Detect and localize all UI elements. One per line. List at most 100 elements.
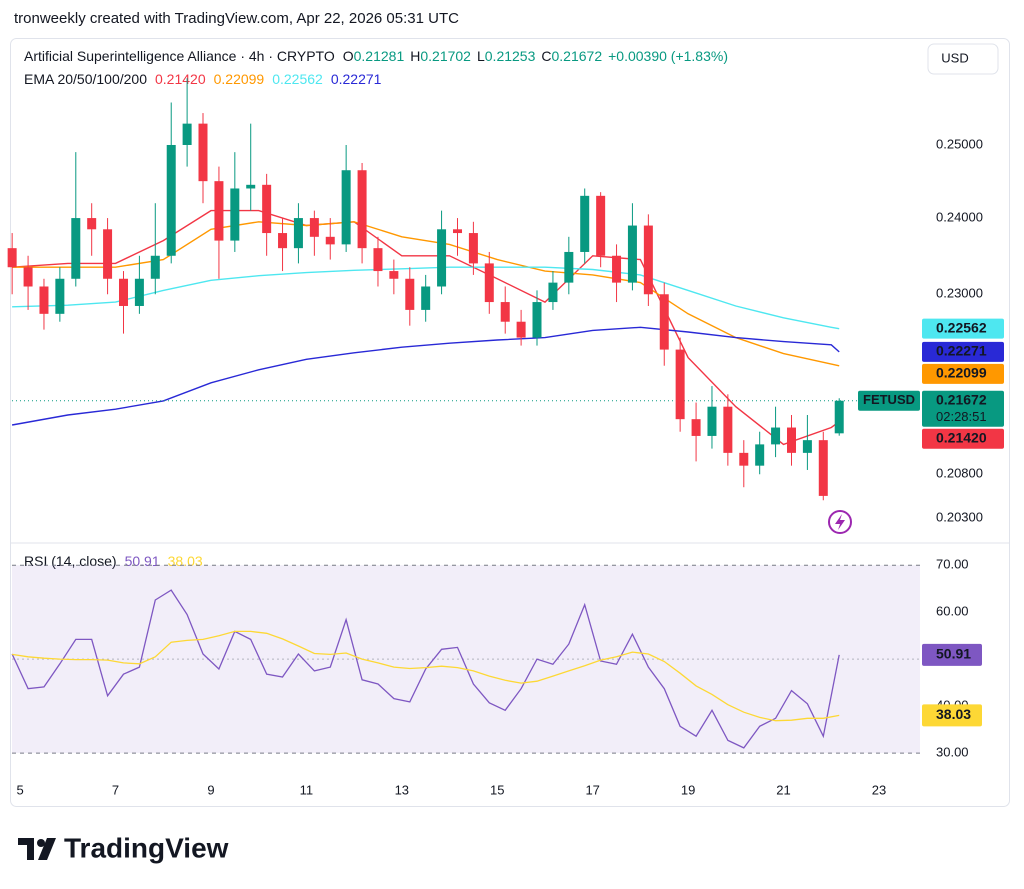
ema-price-label: 0.21420	[936, 429, 987, 445]
candle-body	[643, 225, 653, 295]
x-tick-label: 15	[490, 782, 504, 797]
countdown: 02:28:51	[936, 409, 987, 424]
ema-value: 0.22099	[214, 71, 265, 87]
ema-price-tag	[922, 318, 1004, 339]
last-price-label: 0.21672	[936, 391, 987, 407]
candle-body	[739, 452, 749, 466]
candle-body	[119, 278, 129, 306]
ohlc-value: 0.21702	[420, 48, 471, 64]
y-tick-label: 0.20800	[936, 466, 983, 481]
candle-body	[325, 236, 335, 245]
ema-price-label: 0.22562	[936, 319, 987, 335]
y-tick-label: 0.25000	[936, 136, 983, 151]
candle-body	[182, 123, 192, 145]
candle-body	[691, 419, 701, 436]
ohlc-key: C	[541, 48, 551, 64]
ema-price-label: 0.22271	[936, 343, 987, 359]
candle-body	[87, 218, 97, 230]
ema-value: 0.21420	[155, 71, 206, 87]
candle-body	[484, 263, 494, 303]
candle-body	[627, 225, 637, 283]
ema-line	[12, 266, 840, 330]
rsi-value-tag	[922, 643, 982, 666]
rsi-tick-label: 30.00	[936, 745, 969, 760]
alert-icon[interactable]	[828, 510, 852, 534]
x-tick-label: 9	[207, 782, 214, 797]
candle-body	[357, 170, 367, 249]
candle-body	[23, 267, 33, 287]
x-tick-label: 19	[681, 782, 695, 797]
candle-body	[230, 188, 240, 241]
rsi-tick-label: 60.00	[936, 604, 969, 619]
ema-title: EMA 20/50/100/200	[24, 71, 147, 87]
candle-body	[55, 278, 65, 314]
candle-body	[659, 294, 669, 350]
x-tick-label: 13	[395, 782, 409, 797]
candle-body	[39, 286, 49, 314]
candle-body	[71, 218, 81, 279]
symbol-title: Artificial Superintelligence Alliance · …	[24, 48, 335, 64]
rsi-line	[12, 630, 840, 722]
legend-line: Artificial Superintelligence Alliance · …	[24, 48, 728, 64]
brand: TradingView	[64, 832, 229, 863]
candle-body	[707, 406, 717, 436]
y-tick-label: 0.20300	[936, 509, 983, 524]
rsi-line	[11, 589, 840, 749]
candle-body	[214, 181, 224, 241]
rsi-value-label: 38.03	[936, 706, 971, 722]
ohlc-key: O	[343, 48, 354, 64]
ema-price-tag	[922, 363, 1004, 384]
change: +0.00390 (+1.83%)	[608, 48, 728, 64]
attribution: tronweekly created with TradingView.com,…	[14, 10, 459, 27]
x-tick-label: 11	[300, 782, 314, 797]
ohlc-key: L	[477, 48, 485, 64]
currency-button[interactable]	[927, 43, 999, 75]
candle-body	[389, 271, 399, 279]
candle-body	[500, 302, 510, 322]
candle-body	[787, 427, 797, 453]
x-tick-label: 7	[112, 782, 119, 797]
ema-value: 0.22271	[331, 71, 382, 87]
ohlc-value: 0.21253	[485, 48, 536, 64]
rsi-tick-label: 70.00	[936, 557, 969, 572]
candle-body	[7, 248, 17, 268]
candle-body	[341, 170, 351, 245]
candle-body	[437, 229, 447, 287]
candle-body	[564, 251, 574, 283]
ema-value: 0.22562	[272, 71, 323, 87]
logo	[18, 838, 56, 860]
rsi-value: 38.03	[168, 553, 203, 569]
candle-body	[723, 406, 733, 453]
x-tick-label: 17	[585, 782, 599, 797]
candle-body	[309, 218, 319, 237]
candle-body	[580, 195, 590, 252]
candle-body	[453, 229, 463, 234]
candle-body	[373, 248, 383, 272]
ema-line	[11, 326, 840, 426]
candle-body	[771, 427, 781, 445]
candle-body	[421, 286, 431, 310]
y-tick-label: 0.24000	[936, 210, 983, 225]
ohlc-key: H	[410, 48, 420, 64]
x-tick-label: 21	[776, 782, 790, 797]
candle-body	[516, 321, 526, 338]
candle-body	[293, 218, 303, 249]
candle-body	[103, 229, 113, 279]
candle-body	[802, 440, 812, 453]
y-tick-label: 0.23000	[936, 286, 983, 301]
ema-price-tag	[922, 341, 1004, 362]
ema-line	[12, 209, 840, 446]
candle-body	[755, 444, 765, 466]
candle-body	[278, 233, 288, 249]
candle-body	[532, 302, 542, 338]
symbol-tag	[858, 390, 920, 411]
candle-body	[548, 282, 558, 303]
candle-body	[246, 184, 256, 189]
candle-body	[468, 233, 478, 264]
candle-body	[166, 144, 176, 256]
candle-body	[596, 195, 606, 256]
currency[interactable]: USD	[941, 50, 968, 65]
candle-body	[675, 349, 685, 420]
